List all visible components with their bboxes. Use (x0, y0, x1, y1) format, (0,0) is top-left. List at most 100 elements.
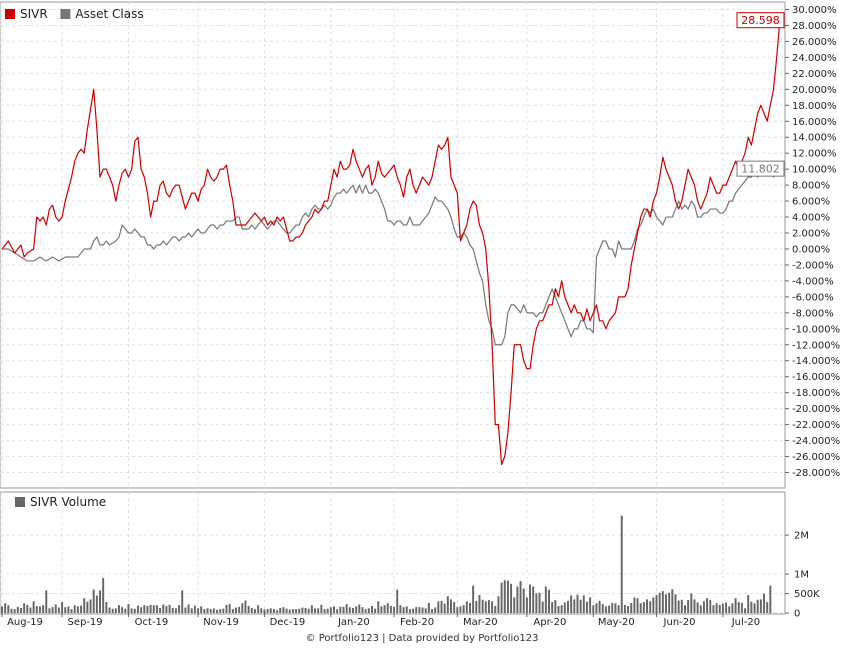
last-value-flag-text: 28.598 (741, 14, 780, 27)
volume-bar (446, 596, 449, 613)
volume-bar (23, 603, 26, 613)
volume-bar (355, 606, 358, 613)
volume-bar (538, 592, 541, 613)
volume-bar (532, 586, 535, 613)
price-y-tick-label: 14.000% (792, 133, 837, 144)
volume-bar (592, 605, 595, 613)
volume-bar (342, 606, 345, 613)
volume-bar (304, 607, 307, 613)
price-y-tick-label: -12.000% (792, 340, 840, 351)
volume-bar (725, 602, 728, 613)
series-line-sivr (1, 20, 781, 466)
last-value-flags: 28.598 11.802 (736, 12, 785, 177)
volume-bar (506, 580, 509, 613)
price-y-tick-label: 16.000% (792, 117, 837, 128)
volume-bar (525, 597, 528, 613)
volume-bar (244, 600, 247, 613)
volume-bar (690, 593, 693, 613)
volume-bar (282, 607, 285, 613)
volume-bar (478, 595, 481, 613)
price-y-tick-label: -26.000% (792, 452, 840, 463)
volume-bar (70, 609, 73, 613)
volume-bar (54, 604, 57, 613)
volume-bar (279, 607, 282, 613)
volume-bar (747, 595, 750, 613)
volume-bar (617, 605, 620, 613)
volume-bar (35, 605, 38, 613)
volume-bar (585, 601, 588, 613)
x-tick-label: Oct-19 (135, 617, 169, 628)
volume-bar (64, 607, 67, 613)
volume-bar (687, 600, 690, 613)
volume-bar (402, 607, 405, 613)
volume-bar (326, 608, 329, 613)
last-value-flag-text: 11.802 (741, 163, 780, 176)
volume-bar (67, 606, 70, 613)
volume-bar (222, 608, 225, 613)
volume-bar (16, 606, 19, 613)
volume-bar (127, 604, 130, 613)
volume-bar (601, 604, 604, 613)
volume-bar (291, 609, 294, 613)
volume-bar (573, 599, 576, 613)
price-legend: SIVR Asset Class (5, 7, 144, 21)
volume-bar (595, 603, 598, 613)
price-y-tick-label: 20.000% (792, 85, 837, 96)
volume-bar (450, 599, 452, 613)
volume-bar (646, 599, 649, 613)
volume-bar (181, 590, 184, 613)
volume-bar (329, 607, 332, 613)
volume-bar (32, 601, 35, 613)
volume-bar (737, 602, 740, 613)
volume-y-axis: 0 500K 1M 2M (785, 531, 820, 620)
volume-bar (434, 607, 437, 613)
last-value-flag-asset-class: 11.802 (736, 160, 785, 177)
legend-swatch (60, 9, 71, 19)
price-y-tick-label: -10.000% (792, 324, 840, 335)
price-y-tick-label: 0.000% (792, 244, 830, 255)
volume-bar (649, 601, 652, 613)
volume-bar (554, 600, 557, 613)
volume-bar (475, 600, 478, 613)
volume-bar (589, 597, 592, 613)
volume-bar (165, 605, 168, 613)
legend-label: SIVR Volume (30, 495, 106, 509)
volume-bar (677, 600, 680, 613)
volume-bar (535, 593, 538, 613)
volume-bar (339, 606, 342, 613)
volume-bar (108, 607, 111, 613)
volume-bar (633, 597, 636, 613)
volume-bar (665, 594, 667, 613)
volume-bar (684, 605, 686, 613)
volume-bar (393, 606, 396, 613)
volume-bar (114, 608, 117, 613)
volume-bar (200, 606, 203, 613)
price-y-tick-label: -18.000% (792, 388, 840, 399)
volume-bar (731, 603, 734, 613)
legend-entry: SIVR (5, 7, 48, 21)
volume-bar (345, 604, 348, 613)
volume-bar (42, 605, 45, 613)
volume-bar (702, 601, 705, 613)
price-y-tick-label: -22.000% (792, 420, 840, 431)
volume-bar (759, 599, 762, 613)
volume-bar (159, 607, 162, 613)
volume-bar (604, 606, 607, 613)
volume-bar (155, 605, 158, 613)
volume-bar (10, 608, 13, 613)
price-y-tick-label: 4.000% (792, 213, 830, 224)
volume-bar (250, 607, 253, 613)
volume-bar (744, 608, 747, 613)
volume-bar (352, 607, 354, 613)
volume-bar (412, 608, 415, 613)
volume-bar (560, 605, 563, 613)
volume-bar (494, 605, 497, 613)
x-tick-label: Jan-20 (337, 617, 370, 628)
volume-bar (529, 584, 532, 613)
volume-bars (1, 515, 772, 613)
volume-bar (61, 602, 64, 613)
volume-bar (295, 609, 298, 613)
volume-bar (149, 604, 152, 613)
volume-bar (285, 608, 288, 613)
